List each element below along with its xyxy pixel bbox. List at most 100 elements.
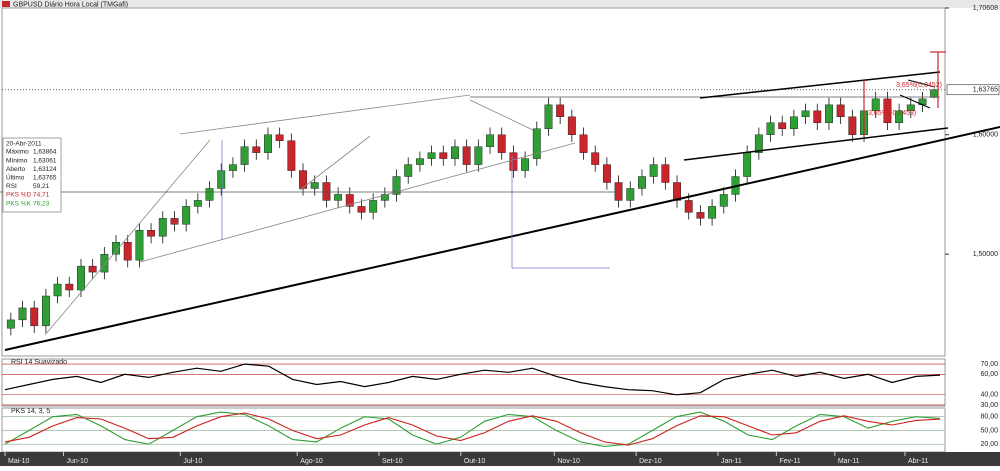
x-tick-label: Ago-10 <box>300 458 323 465</box>
candle-body <box>673 182 681 201</box>
candle-body <box>299 170 307 189</box>
y-tick-label: 70,00 <box>980 361 998 368</box>
candle-body <box>65 283 74 291</box>
candle-body <box>217 170 226 189</box>
trend-line <box>139 142 576 263</box>
candle-body <box>30 307 39 327</box>
trend-line <box>469 99 534 131</box>
y-tick-label: 40,00 <box>980 392 998 399</box>
x-tick-label: Abr-11 <box>908 458 929 465</box>
candle-body <box>813 110 822 123</box>
rsi-frame <box>1 358 946 407</box>
annotation: 3,65%(0,0452) <box>896 82 942 89</box>
candle-body <box>123 242 132 261</box>
info-label: RSI <box>6 183 17 190</box>
panel-title: PKS 14, 3, 5 <box>11 408 50 415</box>
info-label: Aberto <box>6 166 26 173</box>
candle-body <box>345 194 354 207</box>
candle-body <box>743 152 752 177</box>
flag-line <box>899 94 931 109</box>
candle-body <box>497 134 506 153</box>
candle-body <box>708 206 717 219</box>
indicator-line <box>4 411 941 448</box>
candle-body <box>112 242 120 255</box>
candle-body <box>275 134 284 141</box>
candle-body <box>895 110 904 123</box>
info-frame <box>2 137 62 213</box>
candle-body <box>205 188 214 201</box>
info-label: Máximo <box>6 149 29 156</box>
candle-body <box>789 116 798 129</box>
candle-body <box>544 104 553 129</box>
candle-body <box>77 265 85 291</box>
candle-body <box>532 128 541 159</box>
candle-body <box>310 182 319 189</box>
candle-body <box>18 307 27 321</box>
candle-body <box>415 158 424 165</box>
candle-body <box>193 200 202 207</box>
info-label: Mínimo <box>6 157 28 164</box>
y-tick-label: 20,00 <box>980 441 998 448</box>
candle-body <box>638 176 646 189</box>
candle-body <box>287 140 296 171</box>
candle-body <box>614 182 623 201</box>
candle-body <box>322 182 331 201</box>
candle-body <box>182 206 191 225</box>
candle-body <box>170 218 179 225</box>
title-bar <box>0 0 1000 8</box>
candle-body <box>88 265 97 273</box>
candle-body <box>661 164 670 183</box>
candle-body <box>135 230 144 261</box>
last-price-box <box>946 84 1000 96</box>
candle-body <box>871 98 880 112</box>
info-label: PKS %K <box>6 200 32 207</box>
x-tick-label: Jun-10 <box>66 458 88 465</box>
y-tick-label: 1,50000 <box>973 251 998 258</box>
flag-line <box>907 79 936 88</box>
candle-body <box>591 152 600 165</box>
candle-body <box>766 122 775 135</box>
candle-body <box>521 158 530 171</box>
trend-line <box>299 135 371 191</box>
info-value: 1,63864 <box>33 149 57 156</box>
title-icon <box>2 1 10 7</box>
x-tick-label: Mar-11 <box>838 458 860 465</box>
candle-body <box>778 122 787 129</box>
annotation: 3,65%(-0,0453) <box>868 110 916 117</box>
candle-body <box>252 146 261 153</box>
info-box: 20-Abr-2011 Máximo 1,63864 Mínimo 1,63061 Ab… <box>2 137 62 213</box>
candle-body <box>451 146 459 159</box>
price-frame <box>1 7 946 357</box>
candle-body <box>906 104 915 112</box>
trend-line <box>44 139 211 336</box>
candle-body <box>486 134 494 147</box>
y-tick-label: 1,70608 <box>973 5 998 12</box>
info-value: 74,71 <box>33 192 50 199</box>
y-tick-label: 1,60000 <box>973 132 998 139</box>
y-tick-label: 30,00 <box>980 402 998 409</box>
y-tick-label: 80,00 <box>980 414 998 421</box>
candle-body <box>41 295 50 327</box>
info-value: 1,63765 <box>33 175 57 182</box>
candle-body <box>719 194 728 207</box>
channel-line <box>683 127 949 161</box>
candle-body <box>380 194 389 201</box>
info-value: 76,23 <box>33 200 50 207</box>
candle-body <box>626 188 635 201</box>
x-tick-label: Out-10 <box>464 458 486 465</box>
candle-body <box>404 164 413 177</box>
candle-body <box>439 152 448 159</box>
candle-body <box>801 110 810 118</box>
x-tick-label: Jan-11 <box>721 458 742 465</box>
x-tick-label: Mai-10 <box>8 458 30 465</box>
candle-body <box>684 200 693 213</box>
candle-body <box>556 104 565 118</box>
candle-body <box>930 89 939 98</box>
candle-body <box>649 164 658 177</box>
candle-body <box>264 134 272 153</box>
candle-body <box>883 98 892 123</box>
candle-body <box>474 146 483 165</box>
candle-body <box>158 218 167 237</box>
info-value: 1,63124 <box>33 166 57 173</box>
candle-body <box>696 212 705 219</box>
